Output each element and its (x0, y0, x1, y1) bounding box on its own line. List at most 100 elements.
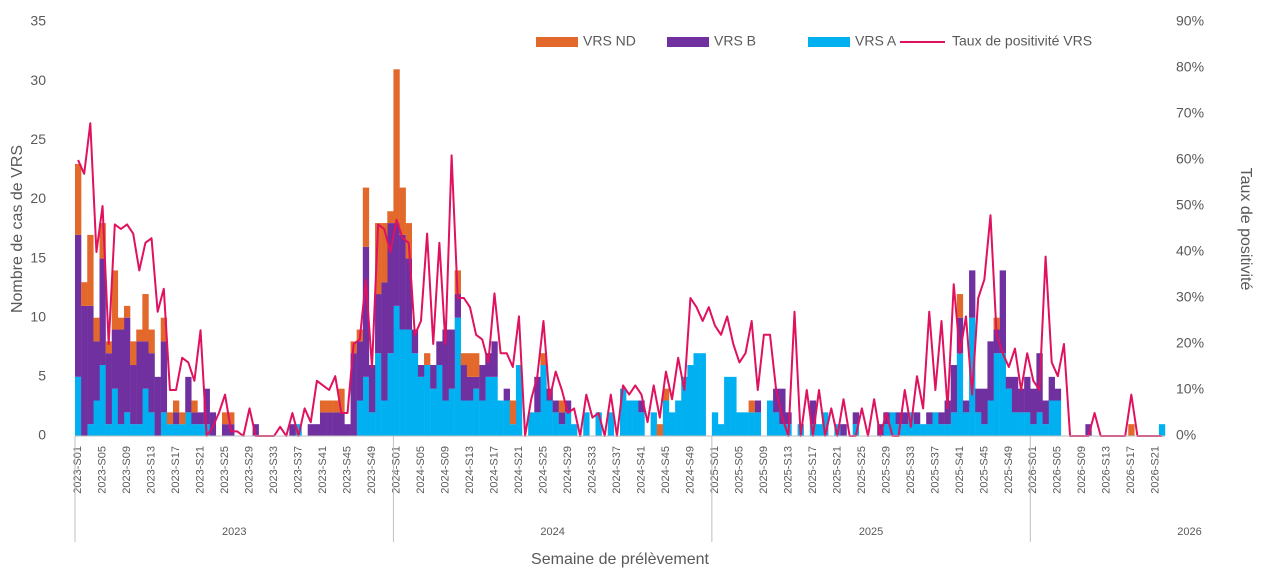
bar (87, 305, 94, 425)
bar (779, 424, 786, 436)
legend-swatch (808, 37, 850, 47)
x-tick-label: 2023-S01 (72, 446, 84, 494)
bar (1005, 376, 1013, 389)
bar (913, 412, 921, 425)
bar (399, 187, 406, 235)
bar (99, 258, 106, 366)
bar (730, 376, 737, 436)
bar (962, 400, 970, 413)
bar (779, 388, 786, 425)
bar (166, 412, 174, 425)
bar (956, 317, 964, 354)
bar (766, 400, 774, 436)
bar (105, 353, 112, 425)
bar (987, 341, 994, 401)
x-tick-label: 2023-S29 (243, 446, 255, 494)
bar (362, 246, 370, 377)
bar (136, 341, 143, 425)
bar (117, 329, 125, 425)
bar (1024, 412, 1031, 436)
y2-tick-label: 10% (1176, 381, 1204, 397)
bar (436, 365, 443, 436)
bar (485, 376, 492, 436)
bar (454, 294, 461, 318)
bar (479, 365, 486, 401)
x-tick-label: 2024-S41 (635, 446, 647, 494)
bar (326, 412, 333, 436)
x-tick-label: 2025-S49 (1003, 446, 1015, 494)
bar (540, 365, 547, 436)
bar (491, 341, 498, 377)
bar (1042, 400, 1049, 425)
bar (295, 424, 302, 436)
bar (111, 388, 119, 436)
bar (877, 424, 884, 436)
bar (436, 341, 443, 366)
bar (540, 353, 547, 366)
bar (901, 424, 909, 436)
bar (754, 400, 762, 413)
bar (1036, 412, 1043, 436)
bar (454, 317, 461, 436)
bar (607, 412, 615, 436)
x-tick-label: 2026-S05 (1052, 446, 1064, 494)
x-tick-label: 2023-S41 (317, 446, 329, 494)
bar (81, 305, 88, 436)
bar (932, 412, 939, 436)
bar (638, 412, 645, 436)
bar (375, 353, 382, 436)
bar (460, 365, 468, 401)
x-tick-label: 2024-S09 (439, 446, 451, 494)
bar (313, 424, 321, 436)
bar (87, 424, 94, 436)
x-tick-label: 2025-S45 (978, 446, 990, 494)
x-tick-label: 2025-S13 (782, 446, 794, 494)
bar (117, 424, 125, 436)
x-tick-label: 2026-S17 (1125, 446, 1137, 494)
bar (748, 400, 755, 413)
bar (969, 270, 976, 318)
x-tick-label: 2024-S05 (415, 446, 427, 494)
bar (75, 163, 82, 235)
bar (571, 424, 578, 436)
bar (920, 424, 927, 436)
bar (999, 270, 1006, 354)
bar (338, 412, 345, 436)
bar (595, 412, 602, 436)
bar (381, 400, 388, 436)
bar (620, 388, 627, 436)
bar (742, 412, 749, 436)
x-tick-label: 2024-S17 (488, 446, 500, 494)
bar (981, 424, 988, 436)
bar (895, 412, 902, 425)
bar (307, 424, 315, 436)
y-tick-label: 30 (30, 72, 46, 88)
bar (1048, 376, 1055, 401)
bar (969, 317, 976, 436)
x-tick-label: 2025-S21 (831, 446, 843, 494)
bar (430, 388, 437, 436)
bar (381, 223, 388, 283)
bar (1011, 376, 1019, 413)
bar (503, 400, 510, 436)
bar (466, 353, 474, 377)
bar (981, 388, 988, 425)
bar (809, 400, 817, 425)
bar (154, 376, 161, 436)
x-tick-label: 2024-S33 (586, 446, 598, 494)
bar (1018, 388, 1025, 413)
bar (558, 424, 566, 436)
bar (473, 388, 480, 436)
bar (319, 412, 327, 436)
bar (950, 412, 957, 436)
legend-label: Taux de positivité VRS (952, 33, 1092, 49)
y-tick-label: 10 (30, 308, 46, 324)
bar (81, 282, 88, 306)
bar (344, 424, 351, 436)
x-tick-label: 2023-S25 (219, 446, 231, 494)
bar (117, 317, 125, 330)
bar (558, 412, 566, 425)
bar (148, 353, 155, 413)
bar (497, 400, 504, 436)
bar (130, 365, 137, 425)
